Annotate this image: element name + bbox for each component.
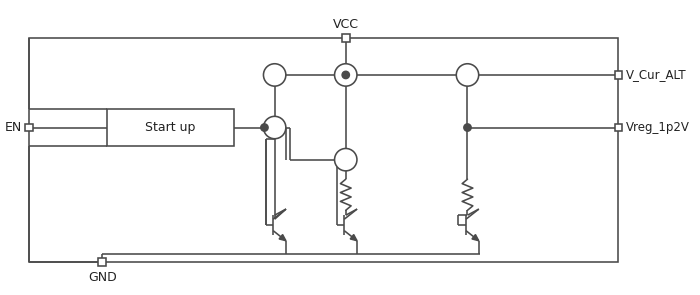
Circle shape — [263, 64, 286, 86]
Bar — [25, 124, 33, 132]
Circle shape — [335, 64, 357, 86]
Circle shape — [260, 124, 268, 131]
Bar — [99, 258, 106, 266]
Text: Vreg_1p2V: Vreg_1p2V — [626, 121, 690, 134]
Text: EN: EN — [5, 121, 22, 134]
Polygon shape — [472, 235, 479, 241]
Bar — [107, 109, 234, 146]
Circle shape — [263, 116, 286, 139]
Circle shape — [342, 71, 349, 79]
Circle shape — [456, 64, 479, 86]
Circle shape — [464, 124, 471, 131]
Polygon shape — [350, 235, 357, 241]
Text: GND: GND — [88, 271, 117, 284]
Polygon shape — [279, 235, 286, 241]
Text: VCC: VCC — [332, 18, 359, 31]
Text: V_Cur_ALT: V_Cur_ALT — [626, 68, 687, 81]
Bar — [615, 71, 622, 79]
Text: Start up: Start up — [146, 121, 195, 134]
Bar — [342, 34, 349, 42]
Bar — [29, 38, 619, 262]
Circle shape — [335, 148, 357, 171]
Bar — [615, 124, 622, 132]
